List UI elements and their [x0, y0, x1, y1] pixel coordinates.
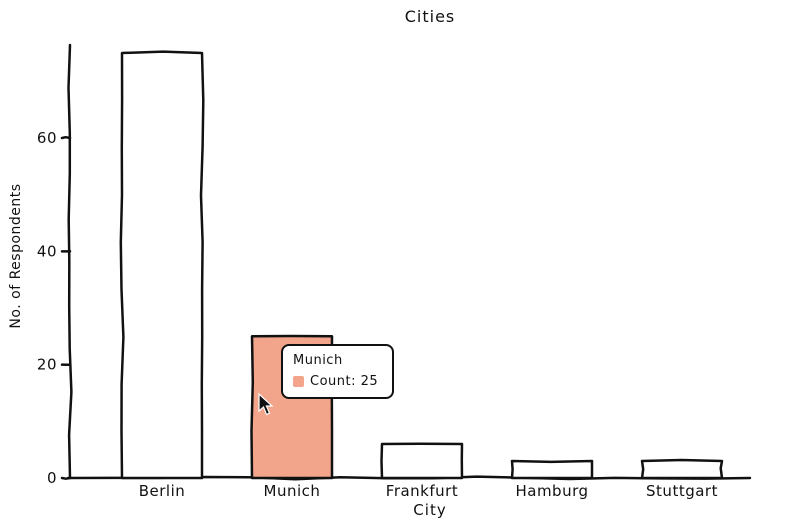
tooltip-value: Count: 25	[310, 374, 379, 389]
bar-berlin[interactable]	[119, 50, 205, 480]
mouse-cursor-icon	[258, 393, 274, 416]
y-tick-label: 0	[47, 469, 57, 487]
x-category-label: Frankfurt	[386, 482, 458, 500]
y-tick-label: 20	[37, 356, 57, 374]
y-tick	[60, 135, 72, 140]
x-category-label: Munich	[264, 482, 321, 500]
tooltip-color-swatch	[293, 376, 304, 387]
x-axis-label: City	[413, 501, 447, 519]
tooltip-value-row: Count: 25	[293, 374, 378, 389]
bar-stuttgart[interactable]	[640, 458, 724, 480]
y-tick-label: 60	[37, 129, 57, 147]
y-axis	[67, 43, 73, 480]
x-category-label: Stuttgart	[646, 482, 718, 500]
y-tick	[60, 476, 72, 480]
chart-title: Cities	[404, 7, 456, 26]
y-tick-label: 40	[37, 242, 57, 260]
x-category-label: Hamburg	[515, 482, 588, 500]
x-category-label: Berlin	[139, 482, 186, 500]
bar-frankfurt[interactable]	[380, 442, 464, 480]
tooltip-title: Munich	[293, 353, 343, 368]
bar-hamburg[interactable]	[510, 459, 594, 480]
tooltip: Munich Count: 25	[281, 344, 395, 399]
cursor-arrow	[258, 393, 274, 416]
